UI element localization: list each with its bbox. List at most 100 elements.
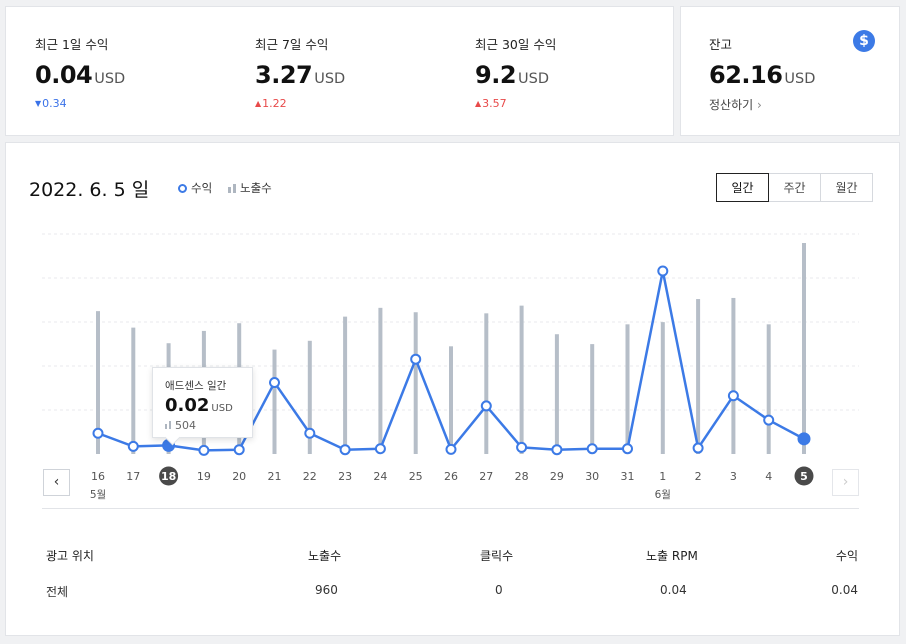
x-tick-label: 27 — [479, 470, 493, 483]
earnings-point — [198, 444, 210, 456]
x-tick-label: 23 — [338, 470, 352, 483]
x-tick-label: 19 — [197, 470, 211, 483]
impressions-bar — [307, 340, 312, 454]
impressions-bar — [449, 346, 453, 454]
period-weekly-button[interactable]: 주간 — [768, 173, 821, 202]
impressions-bar — [378, 307, 383, 454]
earnings-point — [586, 443, 598, 455]
impressions-bar — [131, 327, 136, 454]
earnings-point — [445, 443, 457, 455]
x-tick-label: 24 — [373, 470, 387, 483]
table-header: 클릭수 — [480, 549, 514, 563]
impressions-bar — [660, 322, 665, 454]
x-tick-label: 16 — [91, 470, 105, 483]
earnings-point — [797, 432, 811, 446]
impressions-bar — [554, 334, 559, 454]
earnings-chart: 16 17 18 19 20 21 22 23 24 25 26 27 28 29 30 31 1 2 3 4 55월 6… — [42, 233, 859, 501]
x-tick-label: 2 — [695, 470, 702, 483]
tooltip-unit: USD — [211, 403, 233, 414]
earnings-point — [657, 265, 669, 277]
balance-unit: USD — [784, 71, 816, 87]
impressions-bar — [519, 305, 524, 454]
legend-earnings-label: 수익 — [191, 181, 213, 195]
x-tick-label: 5 — [800, 470, 808, 483]
impressions-bar — [590, 344, 595, 454]
table-header: 노출 RPM — [646, 549, 698, 563]
x-tick-label: 1 — [659, 470, 666, 483]
stat-label: 최근 1일 수익 — [35, 37, 109, 52]
table-header: 수익 — [835, 549, 858, 563]
earnings-point — [339, 444, 351, 456]
chevron-right-icon: › — [757, 98, 762, 112]
x-tick-label: 28 — [515, 470, 529, 483]
table-cell: 0 — [495, 583, 503, 597]
table-header: 광고 위치 — [46, 549, 94, 563]
impressions-bar — [731, 297, 736, 454]
up-triangle-icon: ▲ — [255, 99, 262, 108]
settle-link[interactable]: 정산하기 › — [709, 96, 762, 113]
balance-card: 잔고 $ 62.16 USD 정산하기 › — [680, 6, 900, 136]
legend-earnings: 수익 — [178, 180, 212, 196]
impressions-bar — [625, 324, 630, 454]
tooltip-impressions: 504 — [165, 419, 196, 432]
chevron-right-icon: › — [842, 474, 849, 490]
table-cell: 0.04 — [831, 583, 858, 597]
chart-prev-button[interactable]: ‹ — [43, 469, 70, 496]
earnings-point — [410, 353, 422, 365]
earnings-point — [551, 444, 563, 456]
chart-next-button[interactable]: › — [832, 469, 859, 496]
stat-value: 0.04 USD — [35, 61, 125, 89]
dollar-icon: $ — [853, 30, 875, 52]
x-tick-label: 21 — [268, 470, 282, 483]
x-tick-label: 17 — [126, 470, 140, 483]
earnings-chart-card: 2022. 6. 5 일 수익 노출수 일간 주간 월간 16 17 18 19 20 2… — [5, 142, 900, 636]
stat-amount: 9.2 — [475, 61, 517, 89]
x-tick-label: 18 — [161, 470, 176, 483]
stat-change: ▼0.34 — [35, 97, 67, 110]
stat-unit: USD — [94, 71, 126, 87]
stat-amount: 0.04 — [35, 61, 93, 89]
balance-label: 잔고 — [709, 37, 733, 52]
settle-label: 정산하기 — [709, 98, 754, 112]
earnings-point — [92, 427, 104, 439]
stat-label: 최근 30일 수익 — [475, 37, 557, 52]
earnings-point — [233, 444, 245, 456]
x-tick-label: 20 — [232, 470, 246, 483]
earnings-point — [516, 441, 528, 453]
table-header: 노출수 — [308, 549, 342, 563]
x-tick-label: 22 — [303, 470, 317, 483]
down-triangle-icon: ▼ — [35, 99, 42, 108]
stat-unit: USD — [518, 71, 549, 87]
legend-impressions: 노출수 — [228, 180, 272, 196]
impressions-bar — [696, 299, 701, 454]
stat-change-value: 0.34 — [42, 97, 67, 110]
balance-amount: 62.16 — [709, 61, 783, 89]
impressions-bar — [96, 311, 100, 454]
stat-change-value: 3.57 — [482, 97, 507, 110]
bar-chart-icon — [165, 421, 172, 429]
earnings-point — [622, 443, 633, 455]
table-cell: 960 — [315, 583, 338, 597]
period-toggle: 일간 주간 월간 — [716, 173, 873, 202]
x-tick-label: 3 — [730, 470, 737, 483]
selected-date-marker — [794, 466, 814, 486]
x-tick-label: 29 — [550, 470, 564, 483]
balance-value: 62.16 USD — [709, 61, 815, 89]
earnings-point — [480, 400, 492, 412]
stat-change: ▲1.22 — [255, 97, 287, 110]
stat-value: 9.2 USD — [475, 61, 549, 89]
circle-icon — [178, 184, 187, 193]
selected-date-marker — [159, 466, 179, 486]
period-monthly-button[interactable]: 월간 — [820, 173, 873, 202]
period-daily-button[interactable]: 일간 — [716, 173, 769, 202]
earnings-point — [692, 442, 704, 454]
stat-change-value: 1.22 — [262, 97, 287, 110]
x-tick-label: 25 — [409, 470, 423, 483]
chevron-left-icon: ‹ — [53, 474, 60, 490]
stat-label: 최근 7일 수익 — [255, 37, 329, 52]
chart-date-title: 2022. 6. 5 일 — [29, 179, 150, 201]
stat-amount: 3.27 — [255, 61, 313, 89]
impressions-bar — [766, 324, 771, 454]
impressions-bar — [272, 349, 277, 454]
stat-change: ▲3.57 — [475, 97, 507, 110]
